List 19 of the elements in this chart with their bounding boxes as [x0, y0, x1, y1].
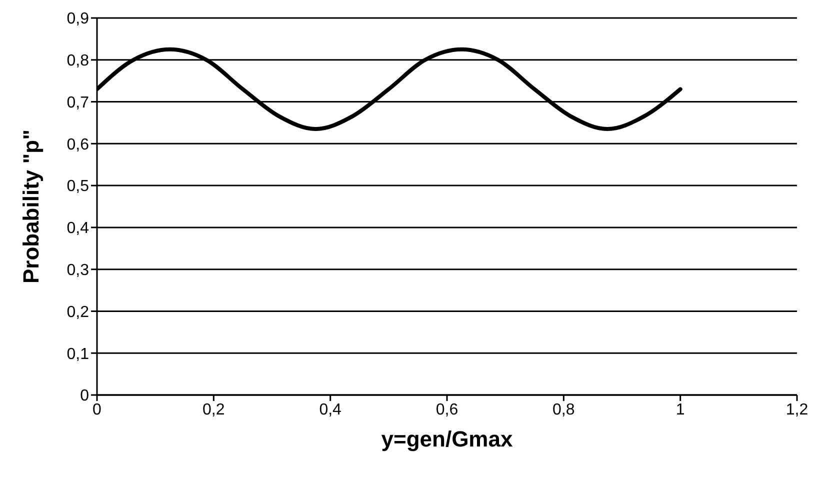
y-tick-label: 0,1 [66, 346, 90, 363]
x-tick-label: 0 [92, 401, 102, 418]
y-tick-label: 0 [80, 388, 90, 405]
x-tick-label: 0,4 [319, 401, 342, 418]
x-tick-label: 1,2 [786, 401, 808, 418]
x-tick-label: 0,8 [552, 401, 575, 418]
y-tick-label: 0,4 [66, 220, 90, 238]
y-axis-title: Probability "p" [18, 129, 44, 284]
y-tick-label: 0,6 [66, 136, 90, 154]
y-tick-label: 0,7 [66, 94, 90, 112]
y-tick-label: 0,3 [66, 262, 90, 280]
x-axis-title: y=gen/Gmax [381, 426, 514, 452]
x-tick-label: 0,2 [202, 401, 225, 418]
y-tick-label: 0,9 [66, 10, 90, 28]
y-tick-label: 0,8 [66, 52, 90, 70]
x-tick-label: 1 [676, 401, 685, 418]
x-tick-label: 0,6 [436, 401, 458, 418]
y-tick-label: 0,5 [66, 178, 90, 196]
y-tick-label: 0,2 [66, 304, 90, 321]
